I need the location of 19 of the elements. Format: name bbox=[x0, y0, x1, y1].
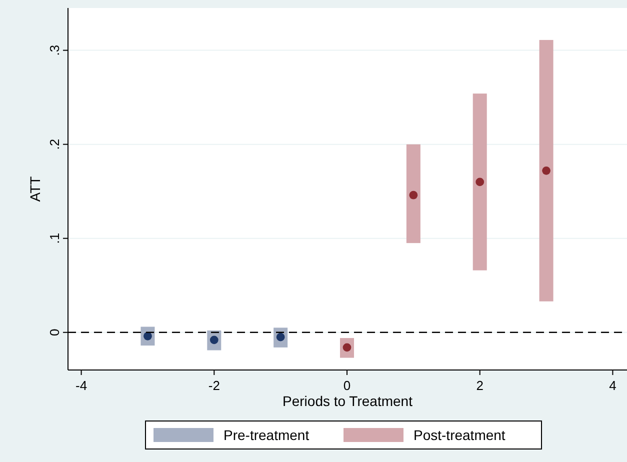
bar bbox=[539, 40, 554, 302]
y-tick-label: 0 bbox=[47, 328, 62, 336]
x-tick-label: -4 bbox=[76, 378, 88, 393]
bar bbox=[406, 144, 420, 244]
point bbox=[409, 190, 418, 200]
y-axis-title: ATT bbox=[27, 176, 43, 202]
x-tick-label: 0 bbox=[343, 378, 351, 393]
legend-label: Pre-treatment bbox=[224, 427, 310, 443]
bar bbox=[472, 94, 487, 270]
y-tick-label: .3 bbox=[47, 44, 62, 56]
point bbox=[476, 178, 484, 186]
point bbox=[542, 166, 550, 175]
x-tick-label: -2 bbox=[208, 378, 220, 393]
y-tick-label: .1 bbox=[47, 232, 62, 244]
y-tick-label: .2 bbox=[47, 138, 62, 150]
legend-label: Post-treatment bbox=[414, 427, 506, 443]
x-tick-label: 2 bbox=[476, 378, 484, 393]
x-axis-title: Periods to Treatment bbox=[282, 393, 413, 409]
x-tick-label: 4 bbox=[609, 378, 616, 393]
